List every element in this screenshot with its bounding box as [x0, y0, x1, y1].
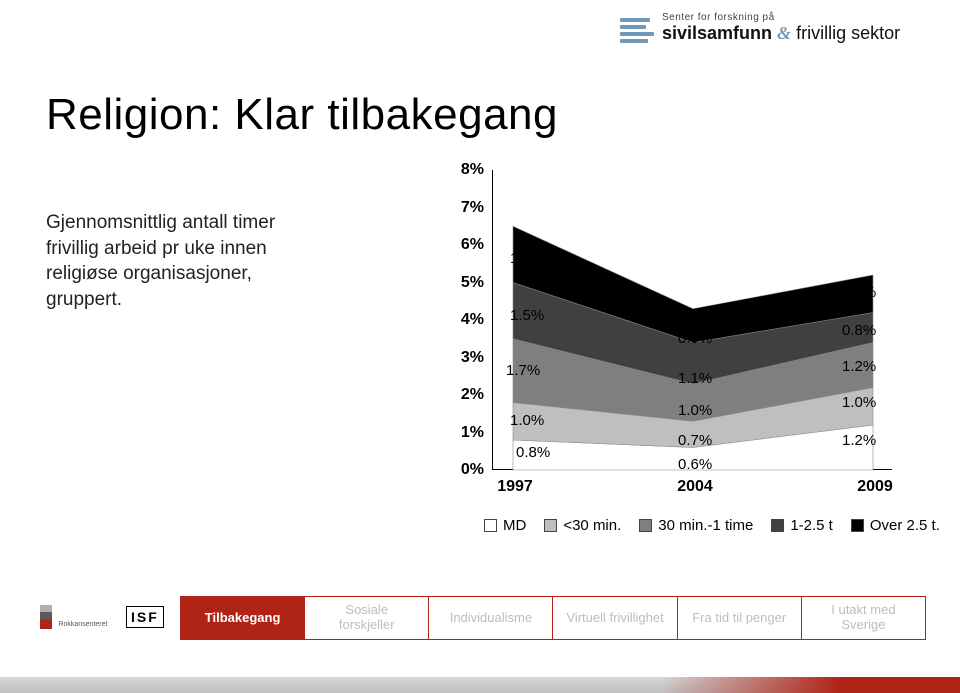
y-tick-label: 7% [440, 199, 484, 217]
value-label: 0.7% [678, 432, 712, 449]
nav-item[interactable]: Sosialeforskjeller [305, 597, 429, 640]
value-label: 1.2% [842, 432, 876, 449]
value-label: 0.6% [678, 456, 712, 473]
y-tick-label: 8% [440, 161, 484, 179]
x-tick-label: 2009 [850, 478, 900, 496]
legend-label: 30 min.-1 time [658, 517, 753, 534]
logo-ampersand: & [777, 23, 791, 43]
desc-line-3: religiøse organisasjoner, [46, 261, 366, 287]
logo-word-2: frivillig sektor [796, 23, 900, 43]
legend-item: 30 min.-1 time [639, 517, 753, 534]
value-label: 0.9% [678, 330, 712, 347]
nav-item[interactable]: Individualisme [429, 597, 553, 640]
logo-big-line: sivilsamfunn & frivillig sektor [662, 23, 940, 44]
legend-label: MD [503, 517, 526, 534]
org-logo: Senter for forskning på sivilsamfunn & f… [620, 12, 940, 56]
isf-logo: ISF [126, 606, 164, 628]
logo-text: Senter for forskning på sivilsamfunn & f… [662, 12, 940, 44]
logo-small-line: Senter for forskning på [662, 12, 940, 23]
x-tick-label: 2004 [670, 478, 720, 496]
legend-swatch [771, 519, 784, 532]
legend-label: Over 2.5 t. [870, 517, 940, 534]
description: Gjennomsnittlig antall timer frivillig a… [46, 210, 366, 313]
rokkan-mark [40, 605, 52, 629]
value-label: 1.0% [678, 402, 712, 419]
value-label: 0.8% [516, 444, 550, 461]
y-tick-label: 2% [440, 386, 484, 404]
stacked-area-svg [493, 170, 893, 470]
page-title: Religion: Klar tilbakegang [46, 90, 558, 140]
legend-item: Over 2.5 t. [851, 517, 940, 534]
value-label: 1.7% [506, 362, 540, 379]
value-label: 1.0% [510, 412, 544, 429]
plot-area [492, 170, 892, 470]
legend-swatch [639, 519, 652, 532]
y-tick-label: 4% [440, 311, 484, 329]
legend-item: 1-2.5 t [771, 517, 833, 534]
legend-label: 1-2.5 t [790, 517, 833, 534]
nav-item[interactable]: Fra tid til penger [677, 597, 801, 640]
logo-word-1: sivilsamfunn [662, 23, 772, 43]
desc-line-2: frivillig arbeid pr uke innen [46, 236, 366, 262]
value-label: 1.0% [842, 394, 876, 411]
x-tick-label: 1997 [490, 478, 540, 496]
y-tick-label: 0% [440, 461, 484, 479]
legend-swatch [544, 519, 557, 532]
y-tick-label: 3% [440, 349, 484, 367]
value-label: 1.0% [842, 284, 876, 301]
value-label: 1.5% [510, 307, 544, 324]
rokkan-text: Rokkansenteret [58, 621, 107, 628]
y-tick-label: 6% [440, 236, 484, 254]
stacked-area-chart: 0%1%2%3%4%5%6%7%8% MD<30 min.30 min.-1 t… [400, 170, 930, 550]
logo-mark [620, 18, 656, 50]
legend-label: <30 min. [563, 517, 621, 534]
value-label: 1.5% [510, 250, 544, 267]
legend-item: MD [484, 517, 526, 534]
slide: Senter for forskning på sivilsamfunn & f… [0, 0, 960, 693]
y-tick-label: 5% [440, 274, 484, 292]
y-tick-label: 1% [440, 424, 484, 442]
nav-item[interactable]: Tilbakegang [181, 597, 305, 640]
footer-accent [660, 677, 960, 693]
section-nav: TilbakegangSosialeforskjellerIndividuali… [180, 596, 926, 640]
legend-item: <30 min. [544, 517, 621, 534]
legend-swatch [851, 519, 864, 532]
value-label: 0.8% [842, 322, 876, 339]
value-label: 1.2% [842, 358, 876, 375]
rokkan-logo: Rokkansenteret [40, 605, 118, 629]
value-label: 1.1% [678, 370, 712, 387]
y-axis: 0%1%2%3%4%5%6%7%8% [440, 170, 484, 470]
desc-line-4: gruppert. [46, 287, 366, 313]
chart-legend: MD <30 min. 30 min.-1 time 1-2.5 t Over 2.5 … [484, 512, 954, 538]
affiliate-logos: Rokkansenteret ISF [40, 602, 174, 632]
nav-item[interactable]: I utakt medSverige [801, 597, 925, 640]
nav-item[interactable]: Virtuell frivillighet [553, 597, 677, 640]
desc-line-1: Gjennomsnittlig antall timer [46, 210, 366, 236]
legend-swatch [484, 519, 497, 532]
